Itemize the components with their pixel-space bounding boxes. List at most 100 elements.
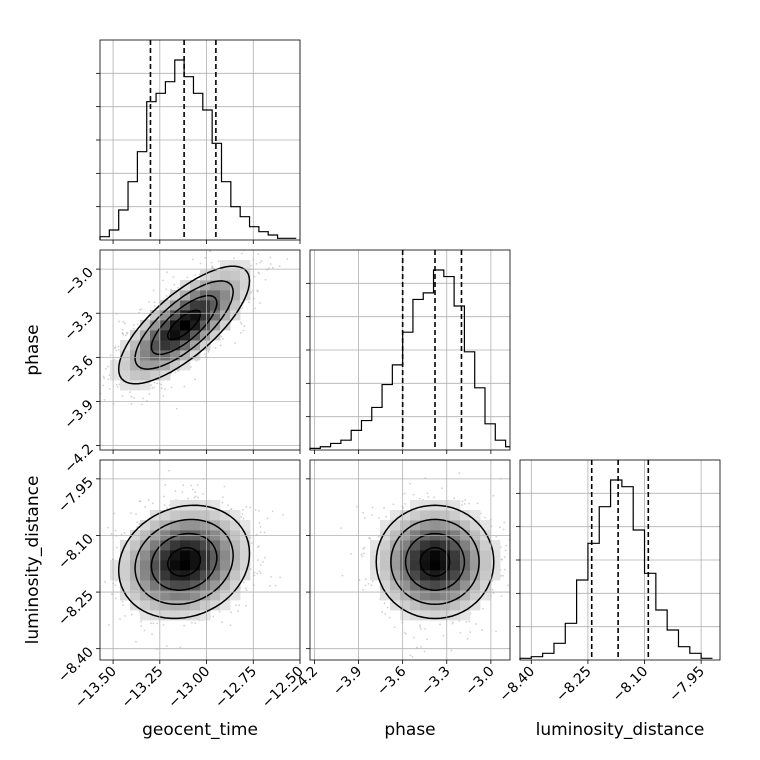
- density-cell: [400, 520, 411, 531]
- density-cell: [220, 290, 231, 301]
- scatter-point: [239, 321, 242, 324]
- scatter-point: [272, 245, 274, 247]
- scatter-point: [108, 374, 111, 377]
- density-cell: [400, 600, 411, 611]
- scatter-point: [502, 528, 505, 531]
- scatter-point: [453, 497, 456, 500]
- density-cell: [150, 570, 161, 581]
- scatter-point: [194, 622, 197, 625]
- density-cell: [450, 590, 461, 601]
- scatter-point: [114, 584, 117, 587]
- scatter-point: [183, 624, 186, 627]
- scatter-point: [418, 497, 421, 500]
- density-cell: [170, 510, 181, 521]
- contour-level-3: [117, 504, 251, 620]
- density-cell: [430, 560, 441, 571]
- scatter-point: [186, 276, 189, 279]
- hist-panel-phase: [306, 249, 511, 451]
- scatter-point: [492, 592, 495, 595]
- contour-level-0: [167, 547, 202, 577]
- density-cell: [400, 570, 411, 581]
- density-cell: [150, 360, 161, 371]
- scatter-point: [116, 386, 119, 388]
- density-cell: [380, 550, 391, 561]
- scatter-point: [140, 308, 143, 311]
- scatter-point: [503, 556, 506, 559]
- scatter-point: [187, 497, 190, 500]
- scatter-point: [427, 496, 430, 499]
- scatter-point: [166, 271, 168, 274]
- scatter-point: [121, 332, 124, 335]
- density-cell: [470, 590, 481, 601]
- scatter-point: [403, 631, 406, 634]
- scatter-point: [451, 622, 454, 625]
- scatter-point: [114, 529, 117, 532]
- scatter-point: [113, 512, 116, 515]
- scatter-point: [123, 532, 126, 534]
- density-cell: [240, 280, 251, 291]
- density-cell: [190, 580, 201, 591]
- axes-frame-phase: [309, 249, 511, 451]
- scatter-point: [124, 322, 127, 325]
- density-cell: [410, 540, 421, 551]
- density-shading: [110, 260, 251, 391]
- density-cell: [240, 270, 251, 281]
- scatter-point: [257, 290, 259, 293]
- ytick-label-luminosity_distance-1: −8.25: [55, 588, 97, 630]
- density-cell: [210, 590, 221, 601]
- density-cell: [210, 330, 221, 341]
- xlabel-phase: phase: [384, 720, 435, 740]
- density-cell: [170, 590, 181, 601]
- density-cell: [450, 600, 461, 611]
- axes-frame: [99, 459, 301, 661]
- density-cell: [170, 340, 181, 351]
- scatter-point: [140, 403, 143, 406]
- scatter-point: [271, 510, 274, 513]
- scatter-point: [363, 546, 366, 549]
- density-cell: [370, 550, 381, 561]
- scatter-point: [513, 526, 515, 528]
- density-cell: [380, 590, 391, 601]
- density-cell: [150, 350, 161, 361]
- scatter-point: [107, 378, 110, 381]
- density-cell: [160, 550, 171, 561]
- density-cell: [140, 540, 151, 551]
- contour-level-1: [150, 294, 218, 356]
- scatter-point: [160, 387, 163, 390]
- scatter-point: [282, 513, 284, 516]
- scatter-point: [43, 466, 45, 468]
- density-cell: [240, 560, 251, 571]
- density-cell: [410, 580, 421, 591]
- density-cell: [130, 370, 141, 381]
- scatter-point: [243, 325, 246, 328]
- scatter-point: [257, 559, 259, 562]
- density-cell: [120, 380, 131, 391]
- density-cell: [450, 550, 461, 561]
- scatter-point: [165, 288, 168, 291]
- density-cell: [230, 560, 241, 571]
- density-cell: [130, 590, 141, 601]
- density-cell: [440, 580, 451, 591]
- scatter-point: [240, 242, 242, 244]
- density-cell: [190, 510, 201, 521]
- scatter-point: [190, 366, 192, 368]
- contour-level-2: [390, 518, 480, 606]
- scatter-point: [122, 333, 125, 336]
- scatter-point: [419, 624, 421, 627]
- scatter-point: [202, 492, 205, 495]
- xtick-label-luminosity_distance-3: −7.95: [666, 664, 708, 706]
- density-cell: [220, 510, 231, 521]
- scatter-point: [181, 491, 184, 494]
- hist-panel-luminosity_distance: [516, 459, 721, 661]
- axes-frame: [309, 459, 511, 661]
- scatter-point: [274, 584, 277, 587]
- density-cell: [230, 290, 241, 301]
- scatter-point: [458, 620, 461, 622]
- scatter-point: [193, 496, 196, 499]
- density-cell: [210, 300, 221, 311]
- scatter-point: [468, 620, 471, 623]
- grid: [100, 460, 300, 660]
- scatter-point: [504, 568, 506, 571]
- scatter-point: [368, 537, 370, 539]
- scatter-point: [504, 549, 507, 552]
